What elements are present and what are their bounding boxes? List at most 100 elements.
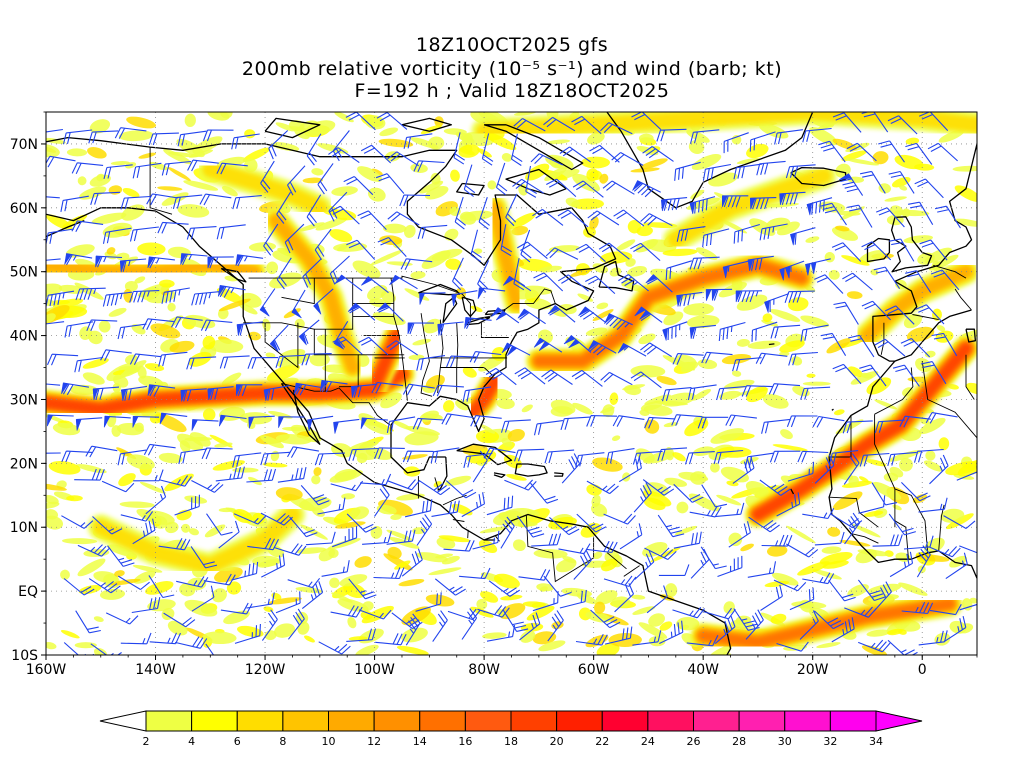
wind-barb-flag: [645, 274, 658, 284]
wind-barb: [171, 316, 203, 329]
wind-barb: [818, 140, 846, 163]
vorticity-speckle: [819, 551, 853, 565]
vorticity-speckle: [167, 302, 176, 312]
wind-barb: [512, 178, 544, 194]
wind-barb: [402, 450, 434, 463]
wind-barb: [332, 336, 363, 355]
political-boundary: [850, 533, 879, 544]
vorticity-speckle: [188, 528, 199, 536]
vorticity-speckle: [46, 144, 60, 158]
wind-barb: [186, 226, 217, 240]
vorticity-speckle: [546, 139, 571, 145]
vorticity-speckle: [46, 298, 57, 307]
political-boundary: [965, 354, 975, 400]
vorticity-speckle: [46, 641, 57, 650]
wind-barb: [46, 228, 74, 245]
vorticity-speckle: [746, 143, 769, 159]
wind-barb: [887, 115, 918, 135]
vorticity-speckle: [444, 228, 459, 241]
colorbar-swatch: [693, 710, 740, 732]
vorticity-speckle: [271, 142, 300, 152]
wind-barb: [889, 238, 915, 262]
wind-barb: [633, 482, 652, 513]
wind-barb: [247, 538, 279, 551]
wind-barb: [346, 628, 377, 642]
wind-barb: [46, 258, 61, 261]
wind-barb: [525, 165, 537, 198]
vorticity-speckle: [662, 355, 695, 371]
wind-barb: [605, 313, 633, 330]
wind-barb: [61, 515, 94, 529]
wind-barb: [417, 224, 448, 239]
vorticity-speckle: [354, 556, 372, 568]
wind-barb: [400, 258, 433, 271]
political-boundary: [607, 552, 627, 570]
wind-barb: [486, 495, 514, 516]
vorticity-speckle: [895, 552, 911, 562]
vorticity-speckle: [674, 525, 698, 536]
wind-barb: [770, 324, 801, 339]
wind-barb: [199, 193, 232, 206]
vorticity-speckle: [866, 459, 887, 467]
vorticity-speckle: [389, 536, 420, 549]
wind-barb: [797, 450, 829, 463]
wind-barb: [332, 526, 358, 548]
vorticity-speckle: [632, 606, 656, 615]
wind-barb: [702, 163, 731, 181]
vorticity-band-east-coast: [468, 375, 501, 418]
wind-barb: [558, 274, 589, 292]
vorticity-speckle: [664, 583, 678, 598]
wind-barb: [375, 633, 407, 646]
wind-barb: [646, 585, 668, 614]
wind-barb: [360, 144, 392, 164]
wind-barb: [619, 523, 643, 550]
vorticity-speckle: [423, 318, 442, 334]
colorbar-label: 30: [778, 735, 792, 748]
wind-barb: [530, 482, 559, 504]
vorticity-speckle: [379, 127, 399, 137]
colorbar-swatch: [647, 710, 694, 732]
wind-barb: [261, 609, 278, 641]
wind-barb: [46, 290, 75, 307]
wind-barb: [191, 585, 215, 612]
vorticity-speckle: [650, 546, 681, 563]
vorticity-speckle: [872, 151, 889, 165]
vorticity-speckle: [362, 418, 392, 435]
vorticity-speckle: [493, 573, 520, 589]
wind-barb: [486, 625, 516, 642]
wind-barb: [741, 385, 773, 397]
vorticity-speckle: [839, 539, 871, 547]
wind-barb: [943, 615, 967, 643]
vorticity-speckle: [281, 426, 307, 432]
wind-barb: [216, 224, 246, 240]
vorticity-speckle: [764, 580, 790, 588]
vorticity-speckle: [508, 212, 537, 229]
wind-barb: [687, 384, 717, 401]
wind-barb: [703, 607, 736, 620]
vorticity-band-nw-canada: [202, 161, 328, 216]
coastline-segment: [456, 443, 513, 466]
lat-label: 30N: [10, 392, 38, 408]
wind-barb-flag: [236, 384, 242, 396]
wind-barb: [830, 513, 863, 529]
wind-barb: [434, 578, 466, 596]
wind-barb: [959, 603, 977, 611]
wind-barb: [532, 208, 564, 226]
vorticity-speckle: [898, 629, 907, 635]
vorticity-speckle: [410, 137, 439, 149]
vorticity-speckle: [239, 292, 262, 308]
wind-barb-flag: [578, 306, 590, 316]
colorbar-over-triangle: [875, 710, 923, 732]
wind-barb: [502, 609, 529, 632]
vorticity-speckle: [60, 630, 80, 639]
wind-barb: [859, 364, 887, 387]
vorticity-speckle: [581, 156, 610, 169]
vorticity-speckle: [476, 598, 488, 610]
wind-barb: [717, 555, 743, 578]
vorticity-speckle: [848, 475, 859, 488]
vorticity-speckle: [592, 551, 603, 560]
wind-barb: [861, 300, 891, 321]
vorticity-speckle: [119, 501, 155, 508]
wind-barb: [716, 386, 746, 401]
